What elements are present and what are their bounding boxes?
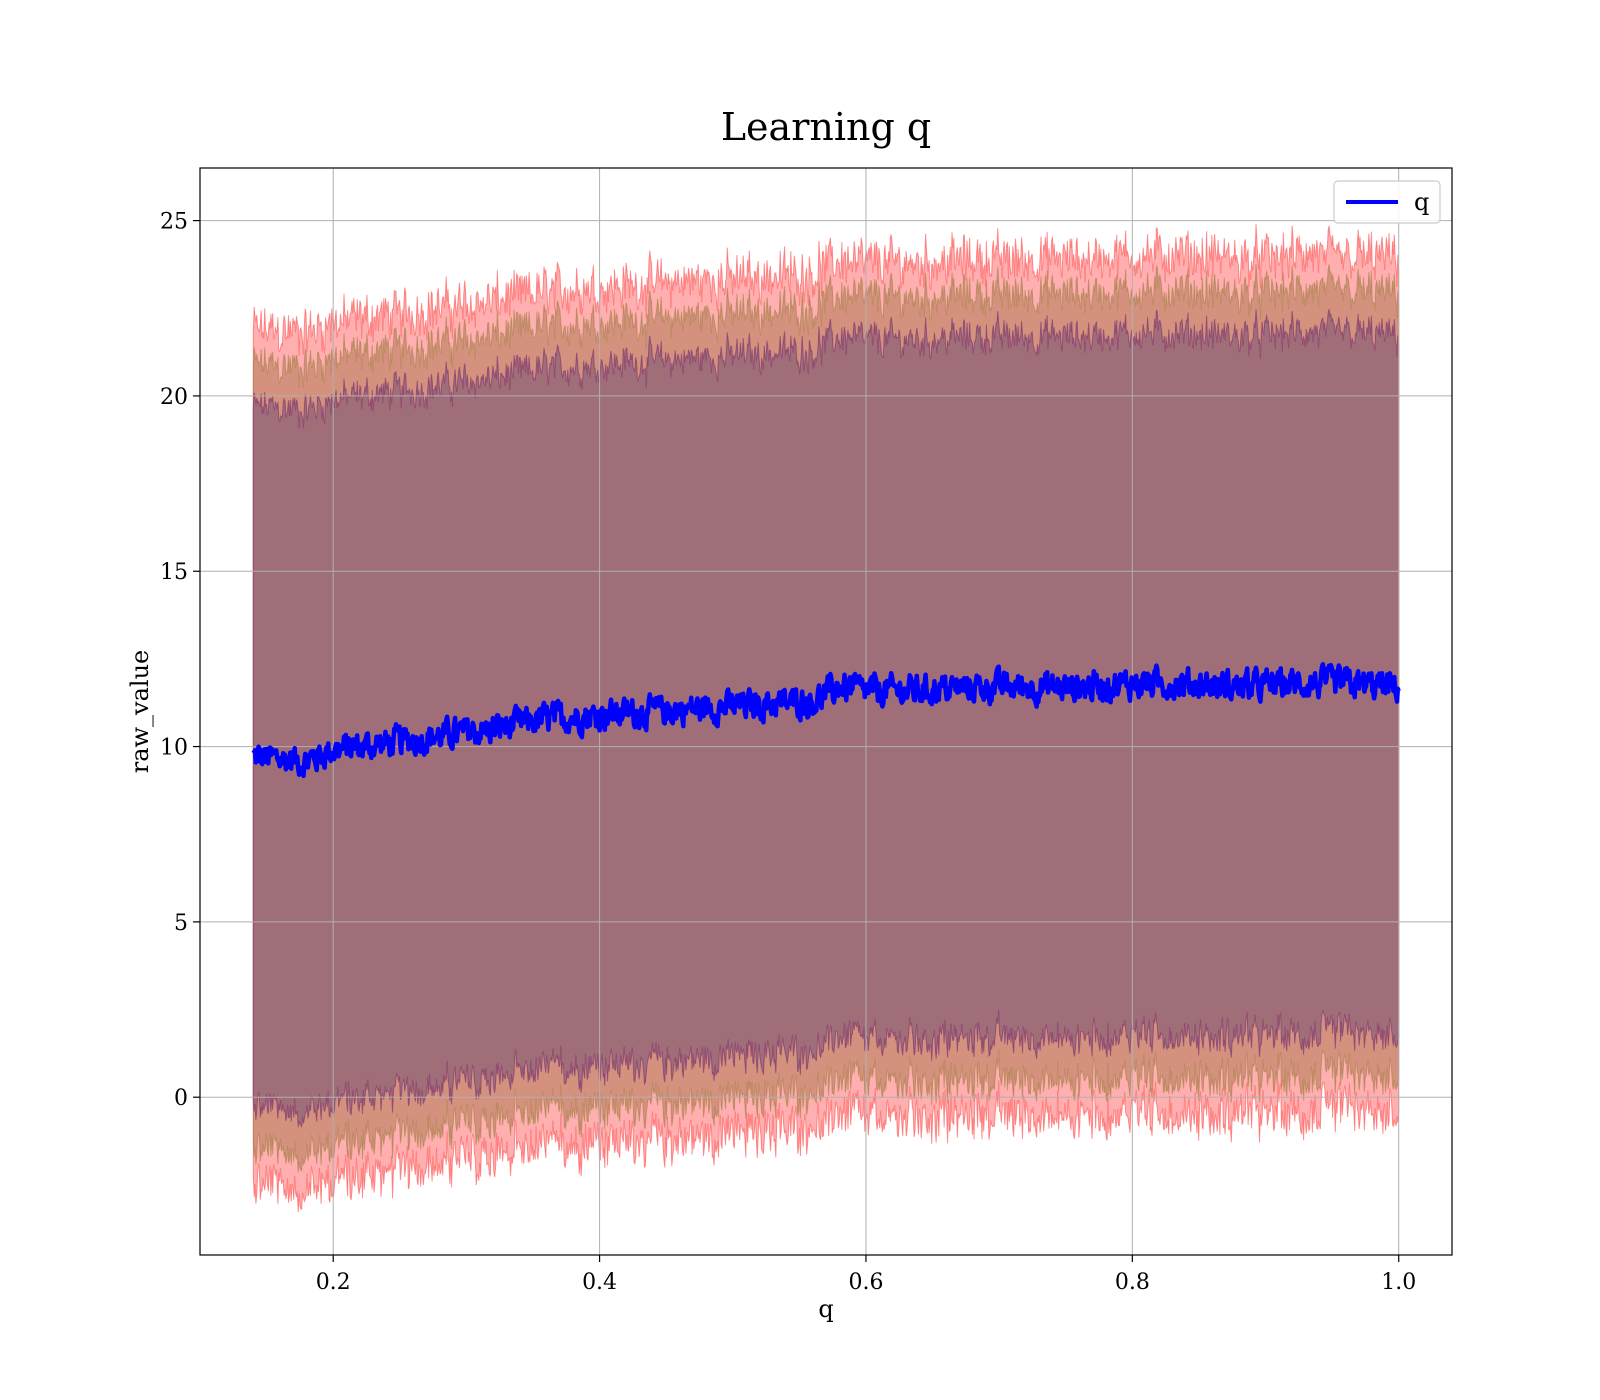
y-tick-label-4: 20: [160, 385, 188, 410]
grid-layer: [200, 168, 1452, 1255]
y-tick-label-0: 0: [174, 1086, 188, 1111]
y-tick-label-2: 10: [160, 736, 188, 761]
chart-title: Learning q: [721, 105, 931, 149]
band-layer: [252, 224, 1400, 1213]
y-tick-label-5: 25: [160, 210, 188, 235]
x-tick-label-4: 1.0: [1381, 1270, 1416, 1295]
x-axis-label: q: [818, 1295, 833, 1323]
legend: q: [1333, 180, 1441, 224]
series-line-q: [251, 661, 1401, 779]
band-inner: [252, 308, 1400, 1129]
line-layer: [251, 661, 1401, 779]
y-tick-label-3: 15: [160, 560, 188, 585]
x-tick-label-2: 0.6: [848, 1270, 883, 1295]
tick-layer: 0.2 0.4 0.6 0.8 1.0 0 5 10 15 20 25: [160, 210, 1416, 1295]
x-tick-label-3: 0.8: [1115, 1270, 1150, 1295]
y-tick-label-1: 5: [174, 911, 188, 936]
x-tick-label-0: 0.2: [316, 1270, 351, 1295]
y-axis-label: raw_value: [126, 650, 154, 774]
plot-frame: [199, 167, 1453, 1256]
x-tick-label-1: 0.4: [582, 1270, 617, 1295]
legend-label-q: q: [1414, 188, 1429, 216]
